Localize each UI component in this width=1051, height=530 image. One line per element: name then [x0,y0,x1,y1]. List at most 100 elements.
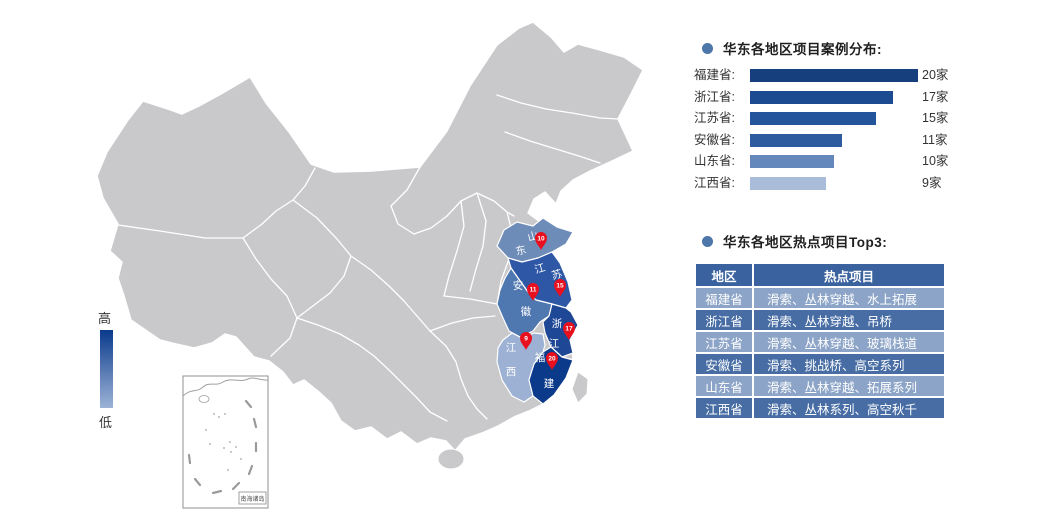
region-cell: 安徽省 [694,352,754,376]
legend-high-label: 高 [98,311,112,326]
province-zhejiang [542,303,579,358]
province-label-char: 东 [514,243,527,258]
table-row: 福建省 滑索、丛林穿越、水上拓展 [694,286,946,310]
bar-label: 福建省: [694,68,735,82]
bar-value: 17家 [922,89,949,104]
table-row: 浙江省 滑索、丛林穿越、吊桥 [694,308,946,332]
bar-row: 福建省: 20家 [694,69,950,82]
bar-row: 浙江省: 17家 [694,89,950,104]
svg-text:17: 17 [565,325,573,332]
projects-cell: 滑索、丛林穿越、拓展系列 [752,374,946,398]
pin-icon [527,283,539,301]
hot-projects-section: 华东各地区热点项目Top3: 地区 热点项目 福建省 滑索、丛林穿越、水上拓展 … [694,231,950,420]
bullet-icon [702,235,713,247]
table-row: 山东省 滑索、丛林穿越、拓展系列 [694,374,946,398]
legend-low-label: 低 [99,415,113,430]
bar-value: 15家 [922,111,949,125]
map-pin-jiangsu: 15 [554,279,566,297]
hainan-island [437,448,465,470]
province-label-char: 江 [533,262,547,277]
nine-dash-line [187,399,258,495]
svg-text:20: 20 [548,355,556,362]
bar-row: 安徽省: 11家 [694,132,950,147]
bar [750,176,826,190]
region-cell: 江西省 [694,396,754,420]
pin-icon [520,332,532,350]
bar-label: 江西省: [694,175,735,190]
map-pin-jiangxi: 9 [520,332,532,350]
bar [750,90,893,104]
projects-cell: 滑索、丛林穿越、水上拓展 [752,286,946,310]
inset-island-dots [205,413,242,471]
bar-track [750,69,918,82]
region-cell: 江苏省 [694,330,754,354]
bar-label: 江苏省: [694,111,735,125]
map-pin-zhejiang: 17 [563,322,575,340]
bar-rows: 福建省: 20家 浙江省: 17家 江苏省: 15家 安徽省: 11家 山东省: [694,69,950,190]
province-labels: 山 东 江 苏 安 徽 浙 江 江 西 福 建 [506,230,564,390]
svg-text:11: 11 [530,286,537,293]
pin-icon [546,352,558,370]
province-fujian [528,346,574,405]
region-cell: 山东省 [694,374,754,398]
province-label-char: 福 [535,351,546,364]
pin-icon [535,232,547,250]
bar [750,69,918,82]
pin-icon [554,279,566,297]
province-label-char: 浙 [552,318,563,330]
table-header-row: 地区 热点项目 [694,262,946,288]
bar-row: 山东省: 10家 [694,155,950,168]
bar-label: 浙江省: [694,89,735,104]
table-row: 安徽省 滑索、挑战桥、高空系列 [694,352,946,376]
bar-row: 江苏省: 15家 [694,112,950,125]
map-pin-fujian: 20 [546,352,558,370]
region-cell: 浙江省 [694,308,754,332]
region-cell: 福建省 [694,286,754,310]
column-header-region: 地区 [694,262,754,288]
bar-value: 20家 [922,68,949,82]
bar-value: 10家 [922,154,949,168]
table-row: 江西省 滑索、丛林系列、高空秋千 [694,396,946,420]
case-distribution-chart: 华东各地区项目案例分布: 福建省: 20家 浙江省: 17家 江苏省: 15家 … [694,38,950,198]
svg-text:10: 10 [537,235,545,242]
bar-track [750,112,876,125]
province-label-char: 江 [506,342,517,354]
projects-cell: 滑索、挑战桥、高空系列 [752,352,946,376]
bar-track [750,133,843,147]
bar-track [750,155,834,168]
column-header-projects: 热点项目 [752,262,946,288]
province-label-char: 苏 [550,267,564,282]
table-row: 江苏省 滑索、丛林穿越、玻璃栈道 [694,330,946,354]
hot-projects-table: 地区 热点项目 福建省 滑索、丛林穿越、水上拓展 浙江省 滑索、丛林穿越、吊桥 … [694,262,946,420]
svg-text:15: 15 [556,282,564,289]
south-china-sea-inset: 南海诸岛 [182,375,269,509]
bar-track [750,90,893,104]
bar [750,155,834,168]
chart-title: 华东各地区项目案例分布: [723,42,882,57]
projects-cell: 滑索、丛林穿越、吊桥 [752,308,946,332]
bar [750,133,843,147]
bullet-icon [702,42,713,54]
map-pins: 10 15 11 17 9 20 [520,232,575,370]
pin-icon [563,322,575,340]
table-title: 华东各地区热点项目Top3: [723,235,888,250]
table-title-row: 华东各地区热点项目Top3: [702,231,950,251]
bar-label: 山东省: [694,154,735,168]
bar-label: 安徽省: [694,132,735,147]
province-label-char: 江 [549,338,560,350]
projects-cell: 滑索、丛林穿越、玻璃栈道 [752,330,946,354]
chart-title-row: 华东各地区项目案例分布: [702,38,950,58]
projects-cell: 滑索、丛林系列、高空秋千 [752,396,946,420]
map-pin-shandong: 10 [535,232,547,250]
legend-gradient-bar [100,330,113,408]
map-pin-anhui: 11 [527,283,539,301]
province-label-char: 徽 [521,305,532,318]
bar-value: 11家 [922,132,948,147]
province-label-char: 建 [544,377,555,390]
bar-track [750,176,826,190]
bar [750,112,876,125]
province-label-char: 安 [513,279,524,292]
inset-label: 南海诸岛 [240,495,264,503]
bar-row: 江西省: 9家 [694,175,950,190]
